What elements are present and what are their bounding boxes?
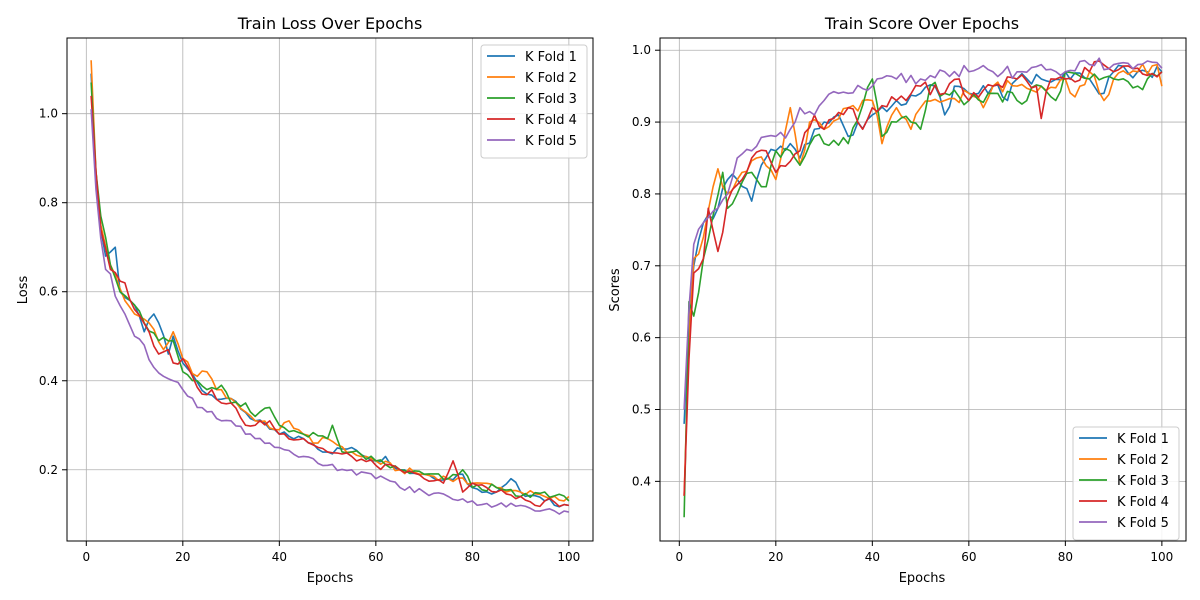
x-tick-label: 0 (675, 550, 683, 564)
series-line-2 (90, 60, 570, 502)
x-tick-label: 100 (1150, 550, 1173, 564)
y-tick-label: 0.2 (39, 463, 58, 477)
axes-frame (66, 37, 594, 542)
x-tick-label: 60 (961, 550, 976, 564)
x-tick-label: 60 (368, 550, 383, 564)
y-tick-label: 0.4 (632, 474, 651, 488)
legend: K Fold 1 K Fold 2 K Fold 3 K Fold 4 K Fold 5 (480, 44, 588, 159)
series-lines (90, 60, 570, 515)
x-tick-label: 20 (768, 550, 783, 564)
chart-title: Train Loss Over Epochs (237, 14, 423, 33)
legend-label: K Fold 5 (1117, 516, 1169, 531)
y-axis-label: Loss (16, 276, 31, 305)
legend-label: K Fold 2 (1117, 453, 1169, 468)
y-tick-label: 0.8 (39, 196, 58, 210)
x-tick-label: 0 (82, 550, 90, 564)
legend-label: K Fold 1 (525, 50, 577, 65)
series-line-5 (683, 57, 1163, 410)
x-tick-label: 80 (1058, 550, 1073, 564)
y-tick-label: 0.5 (632, 403, 651, 417)
y-tick-label: 1.0 (632, 43, 651, 57)
y-tick-label: 0.6 (39, 285, 58, 299)
y-tick-label: 0.4 (39, 374, 58, 388)
legend: K Fold 1 K Fold 2 K Fold 3 K Fold 4 K Fold 5 (1072, 426, 1180, 541)
series-line-4 (683, 60, 1163, 496)
series-lines (683, 57, 1163, 518)
series-line-5 (90, 109, 570, 515)
legend-label: K Fold 5 (525, 134, 577, 149)
x-tick-label: 80 (465, 550, 480, 564)
x-tick-label: 100 (557, 550, 580, 564)
y-tick-label: 0.9 (632, 115, 651, 129)
legend-label: K Fold 2 (525, 71, 577, 86)
y-axis-label: Scores (608, 268, 623, 311)
legend-box (480, 44, 588, 159)
y-tick-label: 0.6 (632, 331, 651, 345)
legend-label: K Fold 1 (1117, 432, 1169, 447)
legend-label: K Fold 3 (1117, 474, 1169, 489)
legend-label: K Fold 4 (525, 113, 577, 128)
series-line-3 (683, 70, 1163, 518)
chart-title: Train Score Over Epochs (824, 14, 1019, 33)
x-axis-label: Epochs (899, 571, 946, 586)
chart-score: 0 20 40 60 80 100 0.4 0.5 0.6 0.7 0.8 0.9 1.0 Train … (608, 14, 1187, 586)
series-line-4 (90, 95, 570, 508)
ticks: 0 20 40 60 80 100 0.2 0.4 0.6 0.8 1.0 (39, 107, 580, 564)
ticks: 0 20 40 60 80 100 0.4 0.5 0.6 0.7 0.8 0.9 1.0 (632, 43, 1173, 564)
y-tick-label: 0.7 (632, 259, 651, 273)
x-tick-label: 20 (175, 550, 190, 564)
chart-loss: 0 20 40 60 80 100 0.2 0.4 0.6 0.8 1.0 Train Loss O… (16, 14, 594, 586)
axes-frame (659, 37, 1187, 542)
series-line-3 (90, 82, 570, 502)
y-tick-label: 0.8 (632, 187, 651, 201)
x-tick-label: 40 (865, 550, 880, 564)
series-line-2 (683, 63, 1163, 496)
legend-label: K Fold 4 (1117, 495, 1169, 510)
x-axis-label: Epochs (307, 571, 354, 586)
x-tick-label: 40 (272, 550, 287, 564)
y-tick-label: 1.0 (39, 107, 58, 121)
legend-label: K Fold 3 (525, 92, 577, 107)
legend-box (1072, 426, 1180, 541)
